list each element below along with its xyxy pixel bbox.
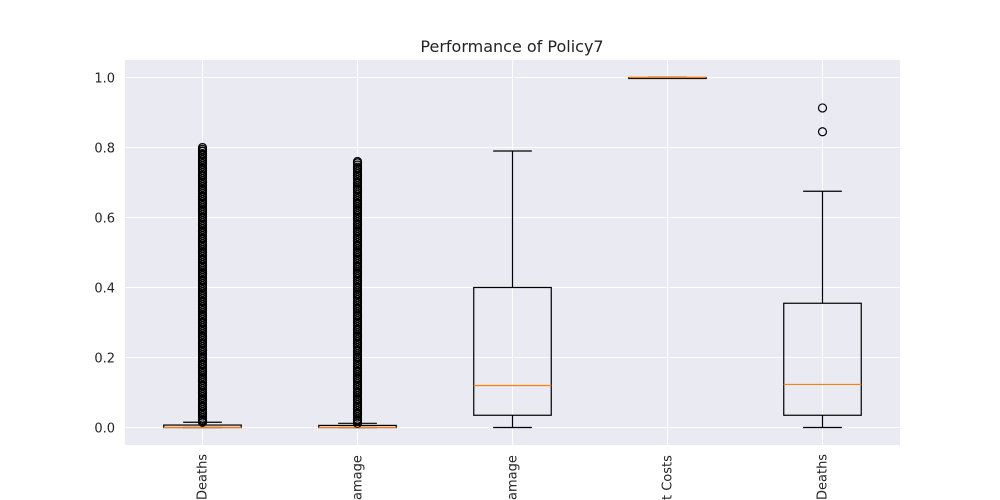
y-tick-label: 0.8 xyxy=(94,142,115,157)
box-5 xyxy=(783,103,862,429)
box-1 xyxy=(163,142,242,429)
y-axis-ticks: 0.0 0.2 0.4 0.6 0.8 1.0 xyxy=(94,72,115,437)
y-tick-label: 0.6 xyxy=(94,212,115,227)
x-tick-label: amage xyxy=(351,455,366,500)
box-2 xyxy=(318,156,397,429)
x-tick-label: Deaths xyxy=(196,454,211,500)
boxes xyxy=(163,76,862,429)
chart-title: Performance of Policy7 xyxy=(420,37,603,56)
y-tick-label: 0.0 xyxy=(94,422,115,437)
y-tick-label: 1.0 xyxy=(94,72,115,87)
y-tick-label: 0.2 xyxy=(94,352,115,367)
y-tick-label: 0.4 xyxy=(94,282,115,297)
outlier-point xyxy=(817,127,828,137)
box-iqr xyxy=(783,302,862,416)
box-3 xyxy=(473,150,552,429)
outlier-point xyxy=(817,103,828,113)
box-4 xyxy=(628,76,707,80)
x-axis-ticks: Deaths amage amage t Costs Deaths xyxy=(196,454,831,500)
outlier-point xyxy=(197,144,208,154)
box-iqr xyxy=(473,286,552,416)
x-tick-label: t Costs xyxy=(661,455,676,500)
outlier-point xyxy=(352,158,363,168)
x-tick-label: amage xyxy=(506,455,521,500)
x-tick-label: Deaths xyxy=(816,454,831,500)
